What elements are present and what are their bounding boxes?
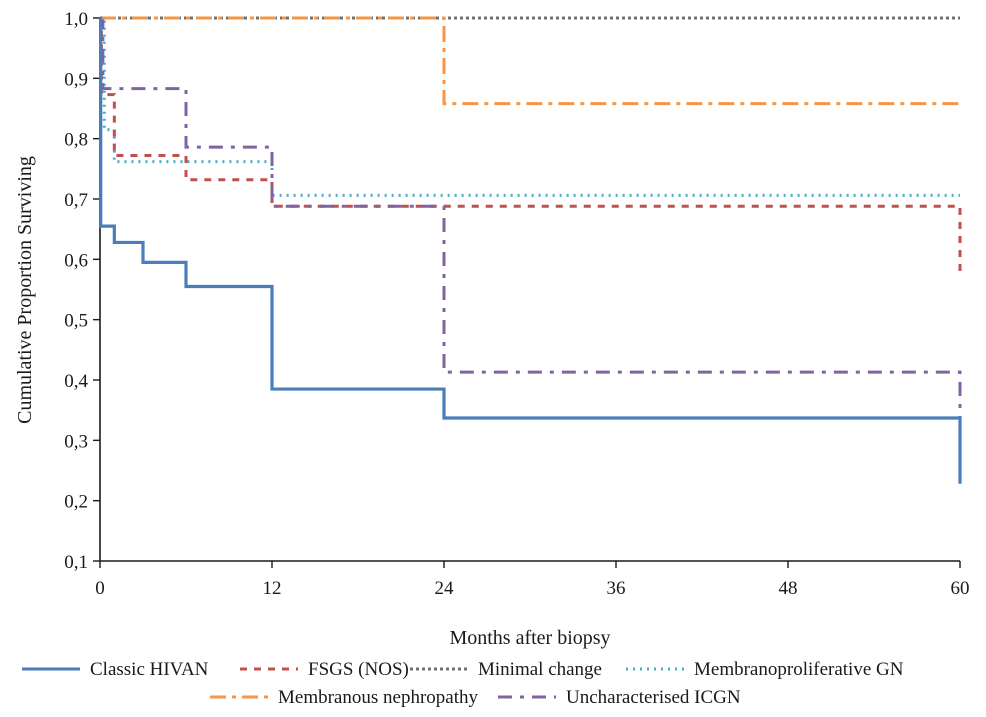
tick-labels: 0,1 0,2 0,3 0,4 0,5 0,6 0,7 0,8 0,9 1,0 0 12 24 36 48 6… [64, 9, 969, 599]
legend: Classic HIVAN FSGS (NOS) Minimal change Mem… [22, 659, 904, 708]
legend-item: Minimal change [410, 659, 602, 680]
y-tick-label: 0,1 [64, 552, 88, 573]
legend-label: Membranous nephropathy [278, 687, 478, 708]
legend-label: FSGS (NOS) [308, 659, 409, 680]
series-line-0 [99, 16, 962, 484]
y-tick-label: 0,4 [64, 371, 88, 392]
y-tick-label: 0,2 [64, 492, 88, 513]
x-tick-label: 12 [263, 578, 282, 599]
y-tick-label: 0,9 [64, 69, 88, 90]
legend-label: Membranoproliferative GN [694, 659, 904, 680]
y-tick-label: 0,5 [64, 311, 88, 332]
series-line-1 [99, 16, 962, 277]
y-axis-title: Cumulative Proportion Surviving [14, 156, 36, 424]
series-line-5 [100, 16, 962, 483]
legend-item: Membranous nephropathy [210, 687, 478, 708]
axes [93, 17, 961, 568]
x-tick-label: 48 [779, 578, 798, 599]
y-tick-label: 0,3 [64, 431, 88, 452]
series-line-4 [100, 16, 960, 106]
legend-item: Uncharacterised ICGN [498, 687, 741, 708]
series-lines [99, 16, 962, 484]
y-tick-label: 0,7 [64, 190, 88, 211]
y-tick-label: 0,8 [64, 130, 88, 151]
legend-item: FSGS (NOS) [240, 659, 409, 680]
x-tick-label: 60 [951, 578, 970, 599]
legend-item: Classic HIVAN [22, 659, 209, 680]
y-tick-label: 0,6 [64, 250, 88, 271]
x-tick-label: 24 [435, 578, 455, 599]
x-axis-title: Months after biopsy [449, 627, 610, 649]
series-line-3 [100, 16, 960, 197]
legend-label: Minimal change [478, 659, 602, 680]
legend-label: Uncharacterised ICGN [566, 687, 741, 708]
y-tick-label: 1,0 [64, 9, 88, 30]
legend-item: Membranoproliferative GN [626, 659, 904, 680]
x-tick-label: 36 [607, 578, 626, 599]
legend-label: Classic HIVAN [90, 659, 209, 680]
x-tick-label: 0 [95, 578, 105, 599]
